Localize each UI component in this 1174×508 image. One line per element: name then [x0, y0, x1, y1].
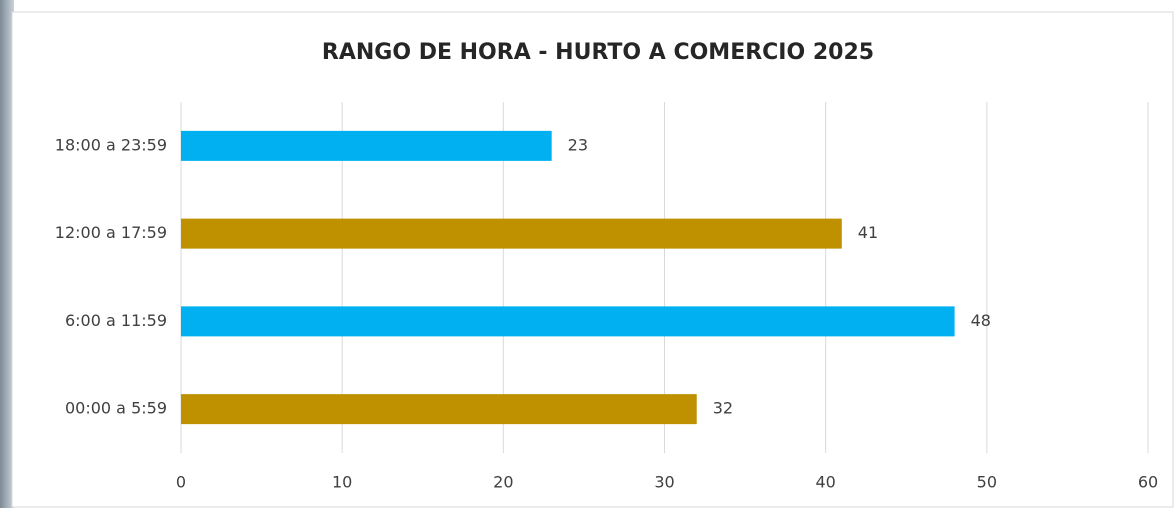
chart-frame: [11, 11, 1174, 508]
bar: [181, 394, 697, 425]
bar: [181, 218, 842, 249]
x-tick-label: 50: [977, 473, 997, 492]
x-tick-label: 60: [1138, 473, 1158, 492]
bar: [181, 130, 552, 161]
x-tick-label: 10: [332, 473, 352, 492]
data-label: 23: [568, 135, 588, 154]
y-tick-label: 00:00 a 5:59: [65, 399, 167, 418]
x-tick-label: 40: [815, 473, 835, 492]
data-label: 32: [713, 399, 733, 418]
background-edge: [0, 0, 14, 508]
y-tick-label: 12:00 a 17:59: [55, 223, 167, 242]
y-tick-label: 18:00 a 23:59: [55, 135, 167, 154]
bar: [181, 306, 955, 337]
x-tick-label: 0: [176, 473, 186, 492]
data-label: 48: [971, 311, 991, 330]
chart-title: RANGO DE HORA - HURTO A COMERCIO 2025: [322, 40, 874, 65]
x-tick-label: 30: [654, 473, 674, 492]
y-tick-label: 6:00 a 11:59: [65, 311, 167, 330]
data-label: 41: [858, 223, 878, 242]
x-tick-label: 20: [493, 473, 513, 492]
